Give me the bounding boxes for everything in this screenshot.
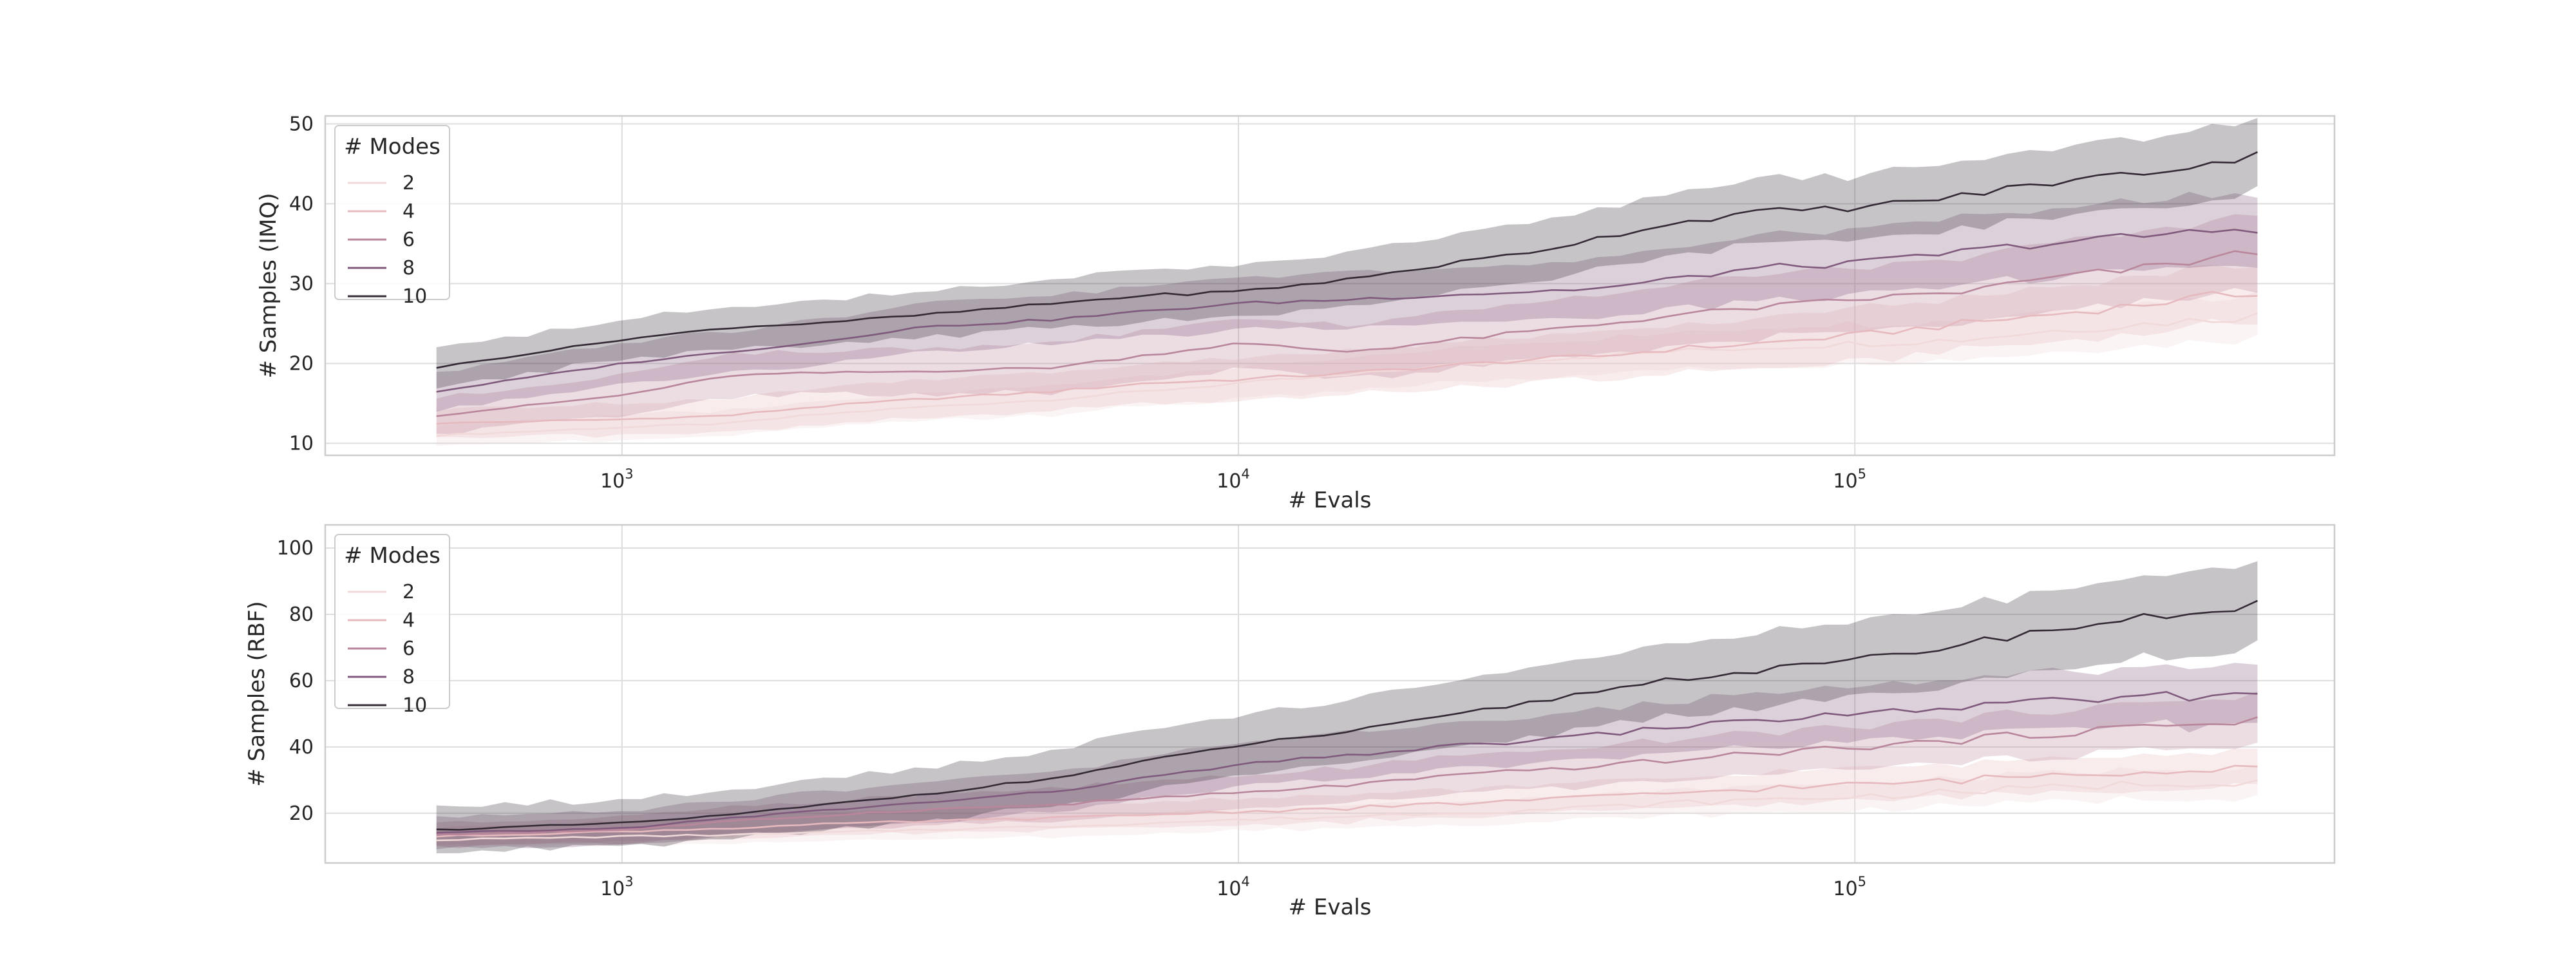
legend-label-2: 2 — [402, 172, 415, 194]
y-tick-label: 100 — [277, 537, 314, 560]
ci-band-6 — [436, 691, 2258, 849]
y-tick-label: 50 — [289, 113, 314, 135]
legend-label-8: 8 — [402, 257, 415, 279]
x-tick-label: 103 — [600, 466, 634, 493]
x-tick-label: 104 — [1217, 466, 1250, 493]
y-tick-label: 40 — [289, 736, 314, 759]
plot-frame — [324, 524, 2336, 864]
legend-label-8: 8 — [402, 666, 415, 688]
legend-label-2: 2 — [402, 581, 415, 603]
series-line-2 — [436, 779, 2258, 842]
y-tick-label: 20 — [289, 802, 314, 825]
legend-label-10: 10 — [402, 694, 427, 717]
series-line-4 — [436, 764, 2258, 838]
series-line-6 — [436, 250, 2258, 417]
x-axis-label: # Evals — [1289, 895, 1372, 920]
legend-title: # Modes — [344, 134, 440, 160]
legend-title: # Modes — [344, 543, 440, 569]
legend-label-4: 4 — [402, 200, 415, 223]
legend-label-6: 6 — [402, 638, 415, 660]
series-line-10 — [436, 600, 2258, 831]
legend-label-10: 10 — [402, 285, 427, 308]
ci-band-10 — [436, 561, 2258, 854]
y-tick-label: 60 — [289, 670, 314, 692]
legend-box — [334, 534, 450, 709]
plot-frame — [324, 115, 2336, 457]
ci-band-6 — [436, 214, 2258, 435]
legend-box — [334, 125, 450, 300]
y-axis-label: # Samples (IMQ) — [256, 193, 281, 379]
ci-band-8 — [436, 663, 2258, 849]
x-tick-label: 105 — [1833, 466, 1866, 493]
y-tick-label: 10 — [289, 432, 314, 455]
ci-band-2 — [436, 291, 2258, 446]
ci-band-10 — [436, 118, 2258, 389]
ci-band-2 — [436, 765, 2258, 848]
plot-area — [325, 525, 2334, 863]
series-line-4 — [436, 290, 2258, 425]
x-tick-label: 103 — [600, 874, 634, 900]
legend: # Modes 2 4 6 8 10 — [334, 534, 450, 717]
y-axis-label: # Samples (RBF) — [244, 601, 270, 786]
x-tick-label: 104 — [1217, 874, 1250, 900]
ci-band-8 — [436, 191, 2258, 412]
y-tick-label: 30 — [289, 272, 314, 295]
y-tick-label: 40 — [289, 193, 314, 215]
x-tick-label: 105 — [1833, 874, 1866, 900]
series-line-2 — [436, 312, 2258, 437]
y-tick-label: 20 — [289, 352, 314, 375]
legend-label-4: 4 — [402, 609, 415, 632]
x-axis-label: # Evals — [1289, 488, 1372, 513]
series-line-8 — [436, 229, 2258, 393]
series-line-8 — [436, 690, 2258, 834]
legend: # Modes 2 4 6 8 10 — [334, 125, 450, 308]
y-tick-label: 80 — [289, 603, 314, 626]
series-line-6 — [436, 716, 2258, 836]
series-line-10 — [436, 151, 2258, 369]
legend-label-6: 6 — [402, 229, 415, 251]
plot-area — [325, 116, 2334, 455]
